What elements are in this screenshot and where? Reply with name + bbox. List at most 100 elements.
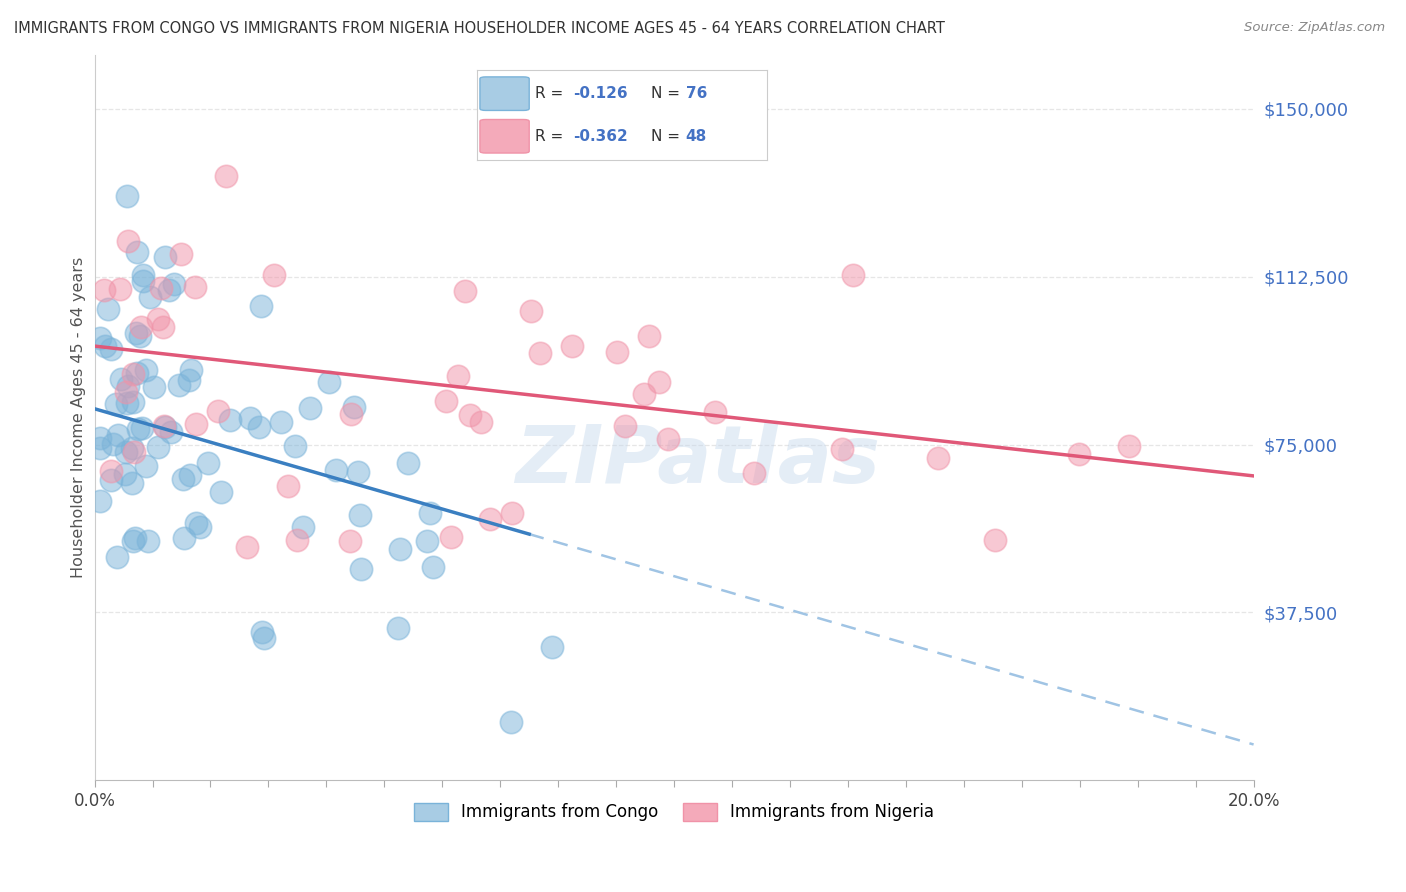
Point xyxy=(93,283,115,297)
Point xyxy=(138,533,160,548)
Point xyxy=(253,631,276,645)
Point xyxy=(447,369,470,384)
Point xyxy=(100,342,122,356)
Point xyxy=(657,432,679,446)
Point xyxy=(115,188,138,202)
Point xyxy=(139,290,162,304)
Point xyxy=(842,268,865,283)
Point xyxy=(173,531,195,545)
Point xyxy=(638,328,661,343)
Point xyxy=(501,506,523,520)
Point xyxy=(121,441,143,455)
Text: ZIPatlas: ZIPatlas xyxy=(515,422,880,500)
Point xyxy=(540,640,562,655)
Point xyxy=(561,339,583,353)
Point xyxy=(270,415,292,429)
Point xyxy=(339,408,361,422)
Point xyxy=(339,533,361,548)
Point xyxy=(100,473,122,487)
Point xyxy=(117,378,139,392)
Point xyxy=(93,339,115,353)
Point xyxy=(177,373,200,387)
Point xyxy=(419,507,441,521)
Point xyxy=(470,415,492,429)
Point xyxy=(529,346,551,360)
Point xyxy=(131,421,153,435)
Point xyxy=(831,442,853,457)
Point xyxy=(167,378,190,392)
Point xyxy=(389,541,412,556)
Point xyxy=(179,467,201,482)
Point xyxy=(235,540,257,554)
Point xyxy=(440,530,463,544)
Point xyxy=(163,277,186,291)
Point xyxy=(416,533,439,548)
Point xyxy=(157,283,180,297)
Point xyxy=(239,411,262,425)
Point xyxy=(114,467,136,481)
Point xyxy=(105,550,128,565)
Point xyxy=(325,463,347,477)
Point xyxy=(172,473,194,487)
Text: Source: ZipAtlas.com: Source: ZipAtlas.com xyxy=(1244,21,1385,34)
Point xyxy=(277,479,299,493)
Point xyxy=(160,425,183,440)
Point xyxy=(110,372,132,386)
Point xyxy=(188,520,211,534)
Point xyxy=(150,281,173,295)
Point xyxy=(183,279,205,293)
Point xyxy=(250,300,273,314)
Point xyxy=(127,244,149,259)
Point xyxy=(135,362,157,376)
Point xyxy=(984,533,1007,547)
Point xyxy=(101,436,124,450)
Point xyxy=(100,464,122,478)
Point xyxy=(218,413,240,427)
Point xyxy=(343,400,366,414)
Point xyxy=(215,169,238,183)
Point xyxy=(132,274,155,288)
Point xyxy=(105,397,128,411)
Point xyxy=(89,331,111,345)
Point xyxy=(478,512,501,526)
Point xyxy=(115,444,138,458)
Point xyxy=(124,531,146,545)
Point xyxy=(122,395,145,409)
Point xyxy=(209,484,232,499)
Point xyxy=(135,458,157,473)
Legend: Immigrants from Congo, Immigrants from Nigeria: Immigrants from Congo, Immigrants from N… xyxy=(409,797,939,826)
Point xyxy=(131,319,153,334)
Point xyxy=(114,385,136,400)
Point xyxy=(349,508,371,523)
Point xyxy=(97,301,120,316)
Point xyxy=(89,494,111,508)
Point xyxy=(350,562,373,576)
Point xyxy=(128,329,150,343)
Point xyxy=(207,404,229,418)
Point xyxy=(184,417,207,432)
Point xyxy=(170,247,193,261)
Point xyxy=(298,401,321,416)
Point xyxy=(422,560,444,574)
Point xyxy=(1118,439,1140,453)
Point xyxy=(117,234,139,248)
Point xyxy=(153,420,176,434)
Point xyxy=(284,439,307,453)
Point xyxy=(152,319,174,334)
Point xyxy=(89,441,111,455)
Point xyxy=(115,395,138,409)
Point xyxy=(458,408,481,422)
Point xyxy=(704,405,727,419)
Point xyxy=(121,476,143,491)
Point xyxy=(148,440,170,454)
Point xyxy=(613,418,636,433)
Point xyxy=(292,520,315,534)
Point xyxy=(387,621,409,635)
Point xyxy=(132,268,155,283)
Point xyxy=(108,282,131,296)
Point xyxy=(146,311,169,326)
Point xyxy=(153,419,176,434)
Point xyxy=(153,250,176,264)
Point xyxy=(648,376,671,390)
Point xyxy=(142,380,165,394)
